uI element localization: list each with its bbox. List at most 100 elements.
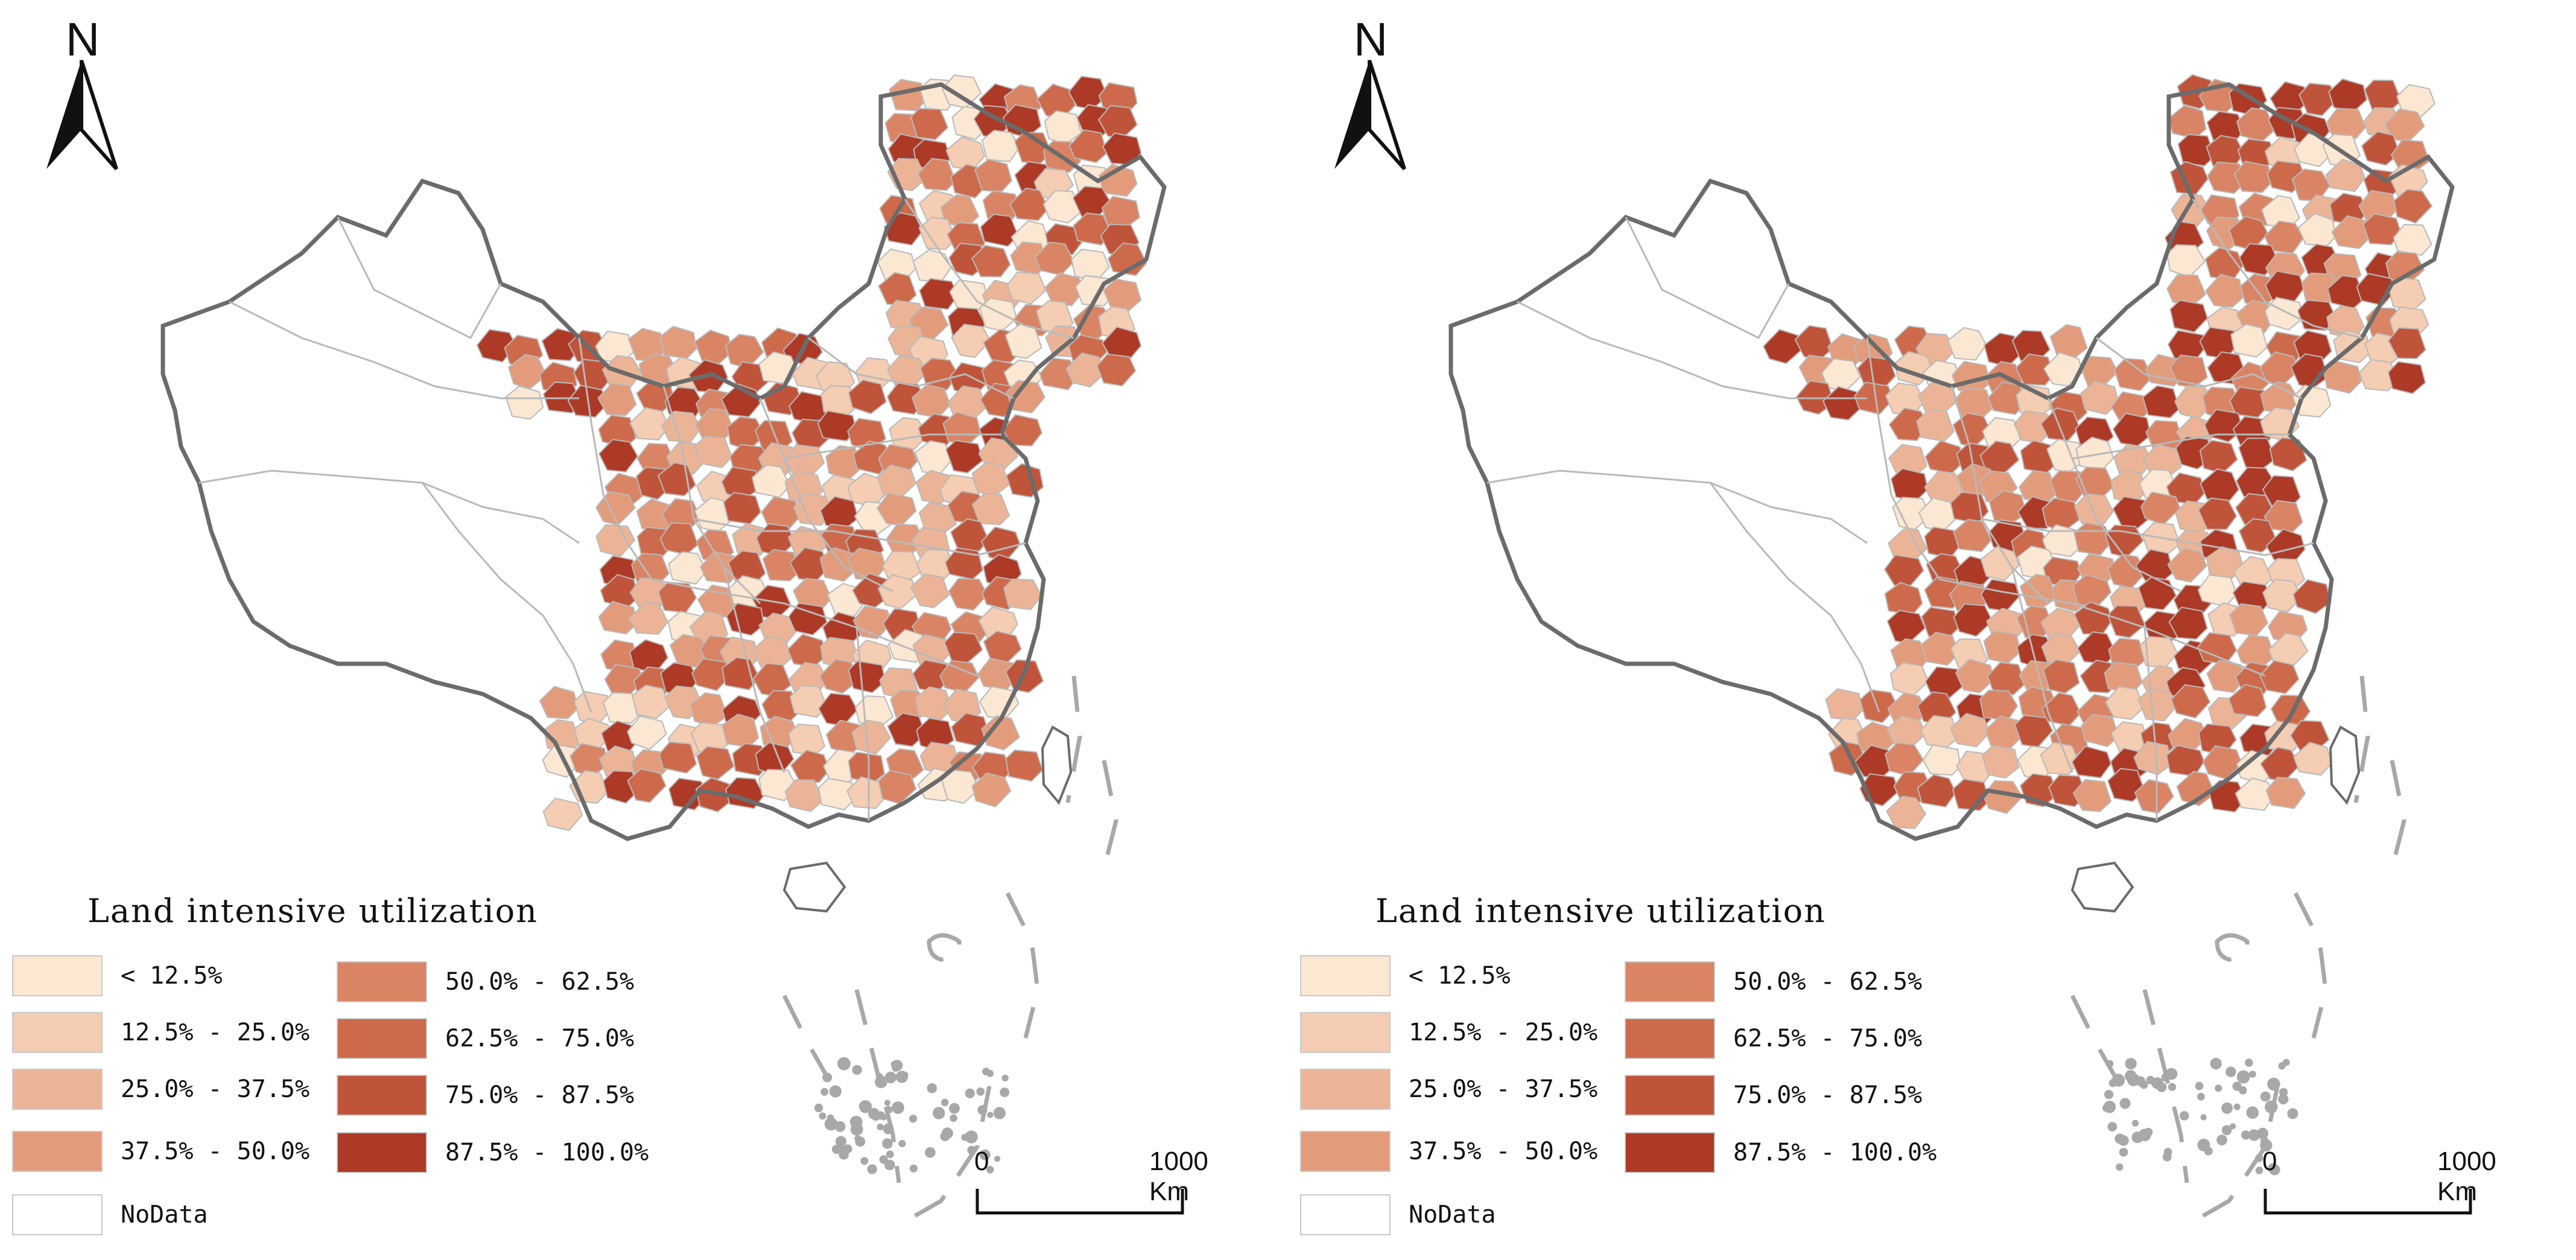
island-dot (2278, 1062, 2286, 1070)
legend-item-nodata: NoData (12, 1194, 208, 1236)
island-dot (2197, 1138, 2210, 1151)
island-dot (2125, 1058, 2137, 1070)
region-polygon (2081, 714, 2119, 748)
region-polygon (668, 777, 708, 811)
region-polygon (971, 492, 1010, 526)
hainan-island (2070, 861, 2134, 913)
region-polygon (2387, 361, 2426, 395)
region-polygon (1854, 381, 1894, 415)
legend-swatch (1300, 1131, 1391, 1172)
region-polygon (1916, 409, 1955, 442)
region-polygon (2072, 778, 2112, 812)
region-polygon (2238, 518, 2277, 553)
legend-label: 62.5% - 75.0% (445, 1025, 635, 1052)
island-dot (2197, 1093, 2205, 1101)
region-polygon (1009, 187, 1050, 221)
island-dot (2265, 1100, 2278, 1114)
region-polygon (2292, 579, 2332, 614)
region-polygon (819, 658, 859, 694)
region-polygon (910, 573, 950, 608)
region-polygon (723, 492, 762, 525)
region-polygon (851, 572, 892, 608)
island-dot (2195, 1081, 2204, 1090)
region-polygon (980, 214, 1019, 247)
scale-bar-line (2264, 1189, 2472, 1215)
island-dot (2106, 1060, 2114, 1068)
region-polygon (887, 712, 927, 747)
region-polygon (2393, 223, 2432, 256)
island-dot (993, 1107, 1006, 1119)
legend-item-nodata: NoData (1300, 1194, 1496, 1236)
choropleth-layer (476, 74, 1147, 832)
island-dot (994, 1156, 1001, 1162)
region-polygon (627, 768, 667, 803)
region-polygon (696, 745, 735, 780)
island-dot (2249, 1129, 2257, 1138)
scale-bar: 0 1000 Km (2262, 1147, 2496, 1231)
region-polygon (2233, 161, 2273, 194)
region-polygon (2170, 684, 2211, 719)
island-dot (882, 1138, 893, 1149)
legend-swatch (12, 1012, 103, 1053)
legend-label: 25.0% - 37.5% (1409, 1075, 1598, 1103)
region-polygon (912, 249, 952, 283)
region-polygon (1947, 326, 1987, 361)
legend-swatch (337, 1075, 427, 1116)
region-polygon (971, 244, 1011, 278)
region-polygon (2393, 188, 2433, 224)
region-polygon (2259, 660, 2300, 695)
island-dot (877, 1124, 884, 1131)
region-polygon (658, 741, 697, 774)
island-dot (2162, 1152, 2172, 1162)
region-polygon (2168, 606, 2208, 640)
island-dot (2210, 1058, 2222, 1070)
region-polygon (917, 158, 957, 191)
region-polygon (2168, 104, 2207, 139)
region-polygon (1922, 744, 1961, 776)
region-polygon (2073, 493, 2114, 526)
region-polygon (598, 439, 639, 472)
region-polygon (1822, 386, 1862, 421)
region-polygon (595, 524, 636, 558)
region-polygon (505, 385, 544, 420)
region-polygon (2177, 133, 2215, 167)
island-dot (2119, 1098, 2131, 1109)
region-polygon (2262, 578, 2303, 613)
region-polygon (2229, 386, 2270, 418)
region-polygon (2105, 686, 2145, 721)
region-polygon (948, 578, 989, 611)
island-dot (2269, 1164, 2280, 1176)
island-dot (977, 1105, 988, 1115)
island-dot (820, 1087, 829, 1096)
region-polygon (817, 410, 857, 442)
island-dot (2287, 1108, 2298, 1119)
taiwan-island (1041, 725, 1073, 805)
island-dot (2168, 1083, 2177, 1091)
region-polygon (784, 779, 824, 812)
island-dot (902, 1072, 909, 1078)
region-polygon (2104, 524, 2145, 558)
region-polygon (1107, 242, 1147, 276)
island-dot (832, 1144, 842, 1154)
region-polygon (2292, 384, 2332, 418)
island-dot (829, 1085, 842, 1098)
region-polygon (2204, 273, 2244, 308)
legend-title: Land intensive utilization (87, 892, 538, 930)
region-polygon (2200, 468, 2240, 502)
island-dot (814, 1103, 823, 1113)
legend-label: 37.5% - 50.0% (121, 1138, 310, 1165)
region-polygon (2049, 324, 2088, 360)
map-panel-left: N Land intensive utilization < 12.5% 12.… (12, 12, 1208, 1236)
region-polygon (2207, 161, 2247, 194)
region-polygon (1006, 463, 1044, 498)
island-dot (2116, 1163, 2124, 1171)
island-dot (987, 1112, 994, 1118)
legend-swatch (1625, 1075, 1715, 1116)
legend-label: 12.5% - 25.0% (121, 1019, 310, 1046)
region-polygon (1980, 579, 2021, 612)
legend-label: 62.5% - 75.0% (1733, 1025, 1923, 1052)
island-dot (1001, 1074, 1009, 1082)
north-arrow: N (39, 12, 124, 175)
region-polygon (2328, 78, 2368, 113)
legend-swatch (337, 1018, 427, 1059)
